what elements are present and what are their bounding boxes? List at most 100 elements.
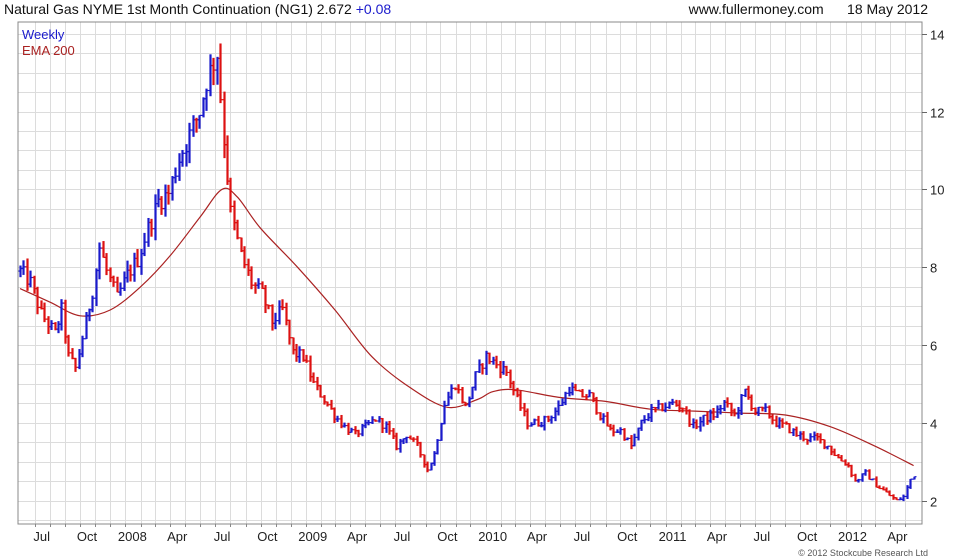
weekly-bar bbox=[291, 337, 296, 355]
weekly-bar bbox=[225, 135, 230, 185]
weekly-bar bbox=[480, 363, 485, 375]
weekly-bar bbox=[618, 427, 623, 435]
legend-ema-200: EMA 200 bbox=[22, 43, 75, 58]
weekly-bar bbox=[491, 356, 496, 365]
weekly-bar bbox=[135, 249, 140, 268]
x-tick-label: Oct bbox=[797, 529, 818, 544]
weekly-bar bbox=[587, 389, 592, 398]
weekly-bar bbox=[97, 242, 102, 280]
weekly-bar bbox=[870, 478, 875, 481]
site-link[interactable]: www.fullermoney.com bbox=[688, 1, 824, 17]
weekly-bar bbox=[380, 417, 385, 434]
last-price: 2.672 bbox=[316, 1, 352, 17]
weekly-bar bbox=[308, 355, 313, 382]
x-tick-label: 2009 bbox=[298, 529, 327, 544]
weekly-bar bbox=[663, 402, 668, 413]
weekly-bar bbox=[770, 414, 775, 425]
weekly-bar bbox=[218, 43, 223, 104]
weekly-bar bbox=[56, 321, 61, 334]
weekly-bar bbox=[694, 419, 699, 430]
weekly-bar bbox=[156, 188, 161, 208]
weekly-bar bbox=[242, 246, 247, 269]
x-tick-label: Jul bbox=[574, 529, 591, 544]
weekly-bar bbox=[711, 408, 716, 421]
weekly-bar bbox=[649, 404, 654, 423]
weekly-bar bbox=[511, 380, 516, 396]
weekly-bar bbox=[863, 469, 868, 476]
x-tick-label: Apr bbox=[707, 529, 728, 544]
weekly-bar bbox=[153, 194, 158, 241]
price-change: +0.08 bbox=[355, 1, 392, 17]
weekly-bar bbox=[718, 404, 723, 415]
weekly-bar bbox=[401, 438, 406, 445]
weekly-bar bbox=[556, 400, 561, 416]
weekly-bar bbox=[504, 365, 509, 376]
weekly-bar bbox=[394, 432, 399, 451]
weekly-bar bbox=[415, 435, 420, 446]
weekly-bar bbox=[532, 418, 537, 426]
weekly-bar bbox=[273, 312, 278, 330]
weekly-bar bbox=[753, 407, 758, 416]
weekly-bar bbox=[80, 335, 85, 358]
weekly-bar bbox=[787, 422, 792, 434]
weekly-bar bbox=[315, 376, 320, 391]
instrument-name: Natural Gas NYME 1st Month Continuation … bbox=[4, 1, 313, 17]
weekly-bar bbox=[59, 299, 64, 331]
y-tick-label: 2 bbox=[930, 495, 937, 510]
weekly-bar bbox=[204, 88, 209, 111]
weekly-bar bbox=[49, 320, 54, 331]
weekly-bar bbox=[232, 200, 237, 231]
x-tick-label: Apr bbox=[887, 529, 908, 544]
weekly-bar bbox=[346, 422, 351, 435]
x-tick-label: Oct bbox=[617, 529, 638, 544]
weekly-bar bbox=[539, 421, 544, 428]
weekly-bar bbox=[149, 218, 154, 237]
weekly-bar bbox=[580, 389, 585, 398]
weekly-bar bbox=[104, 253, 109, 276]
weekly-bar bbox=[215, 56, 220, 85]
weekly-bar bbox=[249, 266, 254, 290]
weekly-bar bbox=[460, 386, 465, 404]
weekly-bar bbox=[425, 461, 430, 473]
x-tick-label: Apr bbox=[527, 529, 548, 544]
weekly-bar bbox=[687, 409, 692, 427]
weekly-bar bbox=[166, 184, 171, 205]
weekly-bar bbox=[253, 282, 258, 294]
weekly-bar bbox=[66, 334, 71, 357]
weekly-bar bbox=[484, 350, 489, 375]
y-tick-label: 14 bbox=[930, 28, 944, 43]
weekly-bar bbox=[808, 433, 813, 443]
x-tick-label: Jul bbox=[394, 529, 411, 544]
weekly-bar bbox=[846, 462, 851, 468]
x-tick-label: 2010 bbox=[478, 529, 507, 544]
weekly-bar bbox=[601, 413, 606, 424]
weekly-bar bbox=[515, 387, 520, 398]
weekly-bar bbox=[311, 372, 316, 384]
weekly-bar bbox=[698, 416, 703, 432]
x-tick-label: Oct bbox=[437, 529, 458, 544]
weekly-bar bbox=[536, 415, 541, 427]
weekly-bar bbox=[222, 91, 227, 159]
weekly-bar bbox=[891, 494, 896, 500]
x-tick-label: 2008 bbox=[118, 529, 147, 544]
weekly-bar bbox=[187, 122, 192, 164]
weekly-bar bbox=[501, 361, 506, 375]
weekly-bar bbox=[553, 407, 558, 422]
copyright-notice: © 2012 Stockcube Research Ltd bbox=[798, 548, 928, 558]
weekly-bar bbox=[159, 196, 164, 215]
weekly-bar bbox=[825, 445, 830, 450]
weekly-bar bbox=[594, 396, 599, 415]
weekly-bar bbox=[211, 57, 216, 86]
weekly-bar bbox=[373, 419, 378, 422]
weekly-bar bbox=[818, 433, 823, 444]
x-tick-label: Apr bbox=[167, 529, 188, 544]
weekly-bar bbox=[90, 295, 95, 313]
weekly-bar bbox=[518, 390, 523, 411]
weekly-bar bbox=[201, 97, 206, 118]
weekly-bar bbox=[912, 476, 917, 480]
weekly-bar bbox=[73, 357, 78, 372]
weekly-bar bbox=[170, 176, 175, 201]
weekly-bar bbox=[901, 494, 906, 502]
weekly-bar bbox=[239, 237, 244, 253]
weekly-bar bbox=[608, 424, 613, 431]
